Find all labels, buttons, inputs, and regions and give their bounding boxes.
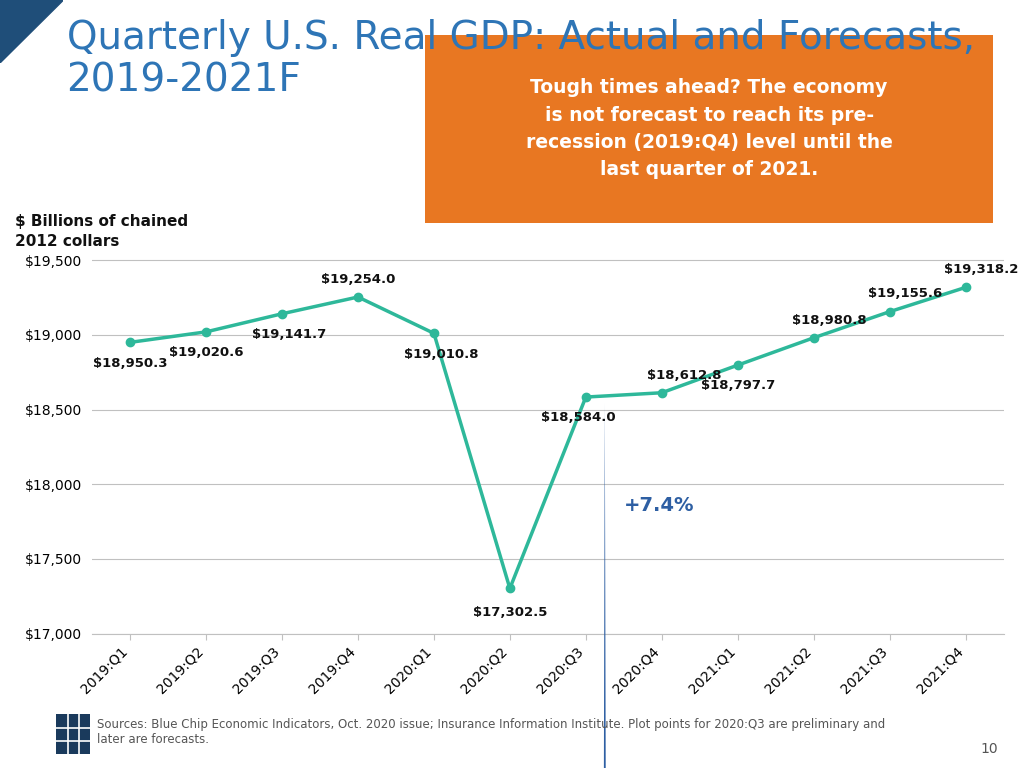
Text: $19,155.6: $19,155.6: [867, 287, 942, 300]
Text: $19,010.8: $19,010.8: [404, 347, 479, 360]
Text: $18,612.8: $18,612.8: [647, 369, 722, 382]
Text: $18,797.7: $18,797.7: [700, 379, 775, 392]
Text: 10: 10: [981, 743, 998, 756]
Text: Quarterly U.S. Real GDP: Actual and Forecasts,
2019-2021F: Quarterly U.S. Real GDP: Actual and Fore…: [67, 19, 975, 100]
Text: $17,302.5: $17,302.5: [473, 606, 547, 618]
Text: +7.4%: +7.4%: [624, 496, 694, 515]
Text: $19,318.2: $19,318.2: [943, 263, 1018, 276]
Text: $18,950.3: $18,950.3: [93, 356, 167, 369]
Text: $ Billions of chained
2012 collars: $ Billions of chained 2012 collars: [14, 214, 187, 249]
Text: $19,020.6: $19,020.6: [169, 346, 244, 359]
Text: $18,980.8: $18,980.8: [792, 313, 866, 326]
Text: Sources: Blue Chip Economic Indicators, Oct. 2020 issue; Insurance Information I: Sources: Blue Chip Economic Indicators, …: [97, 718, 886, 746]
Text: $18,584.0: $18,584.0: [541, 411, 615, 424]
Text: $19,254.0: $19,254.0: [321, 273, 395, 286]
Text: Tough times ahead? The economy
is not forecast to reach its pre-
recession (2019: Tough times ahead? The economy is not fo…: [525, 78, 893, 179]
Text: $19,141.7: $19,141.7: [253, 328, 327, 341]
Polygon shape: [0, 0, 63, 63]
